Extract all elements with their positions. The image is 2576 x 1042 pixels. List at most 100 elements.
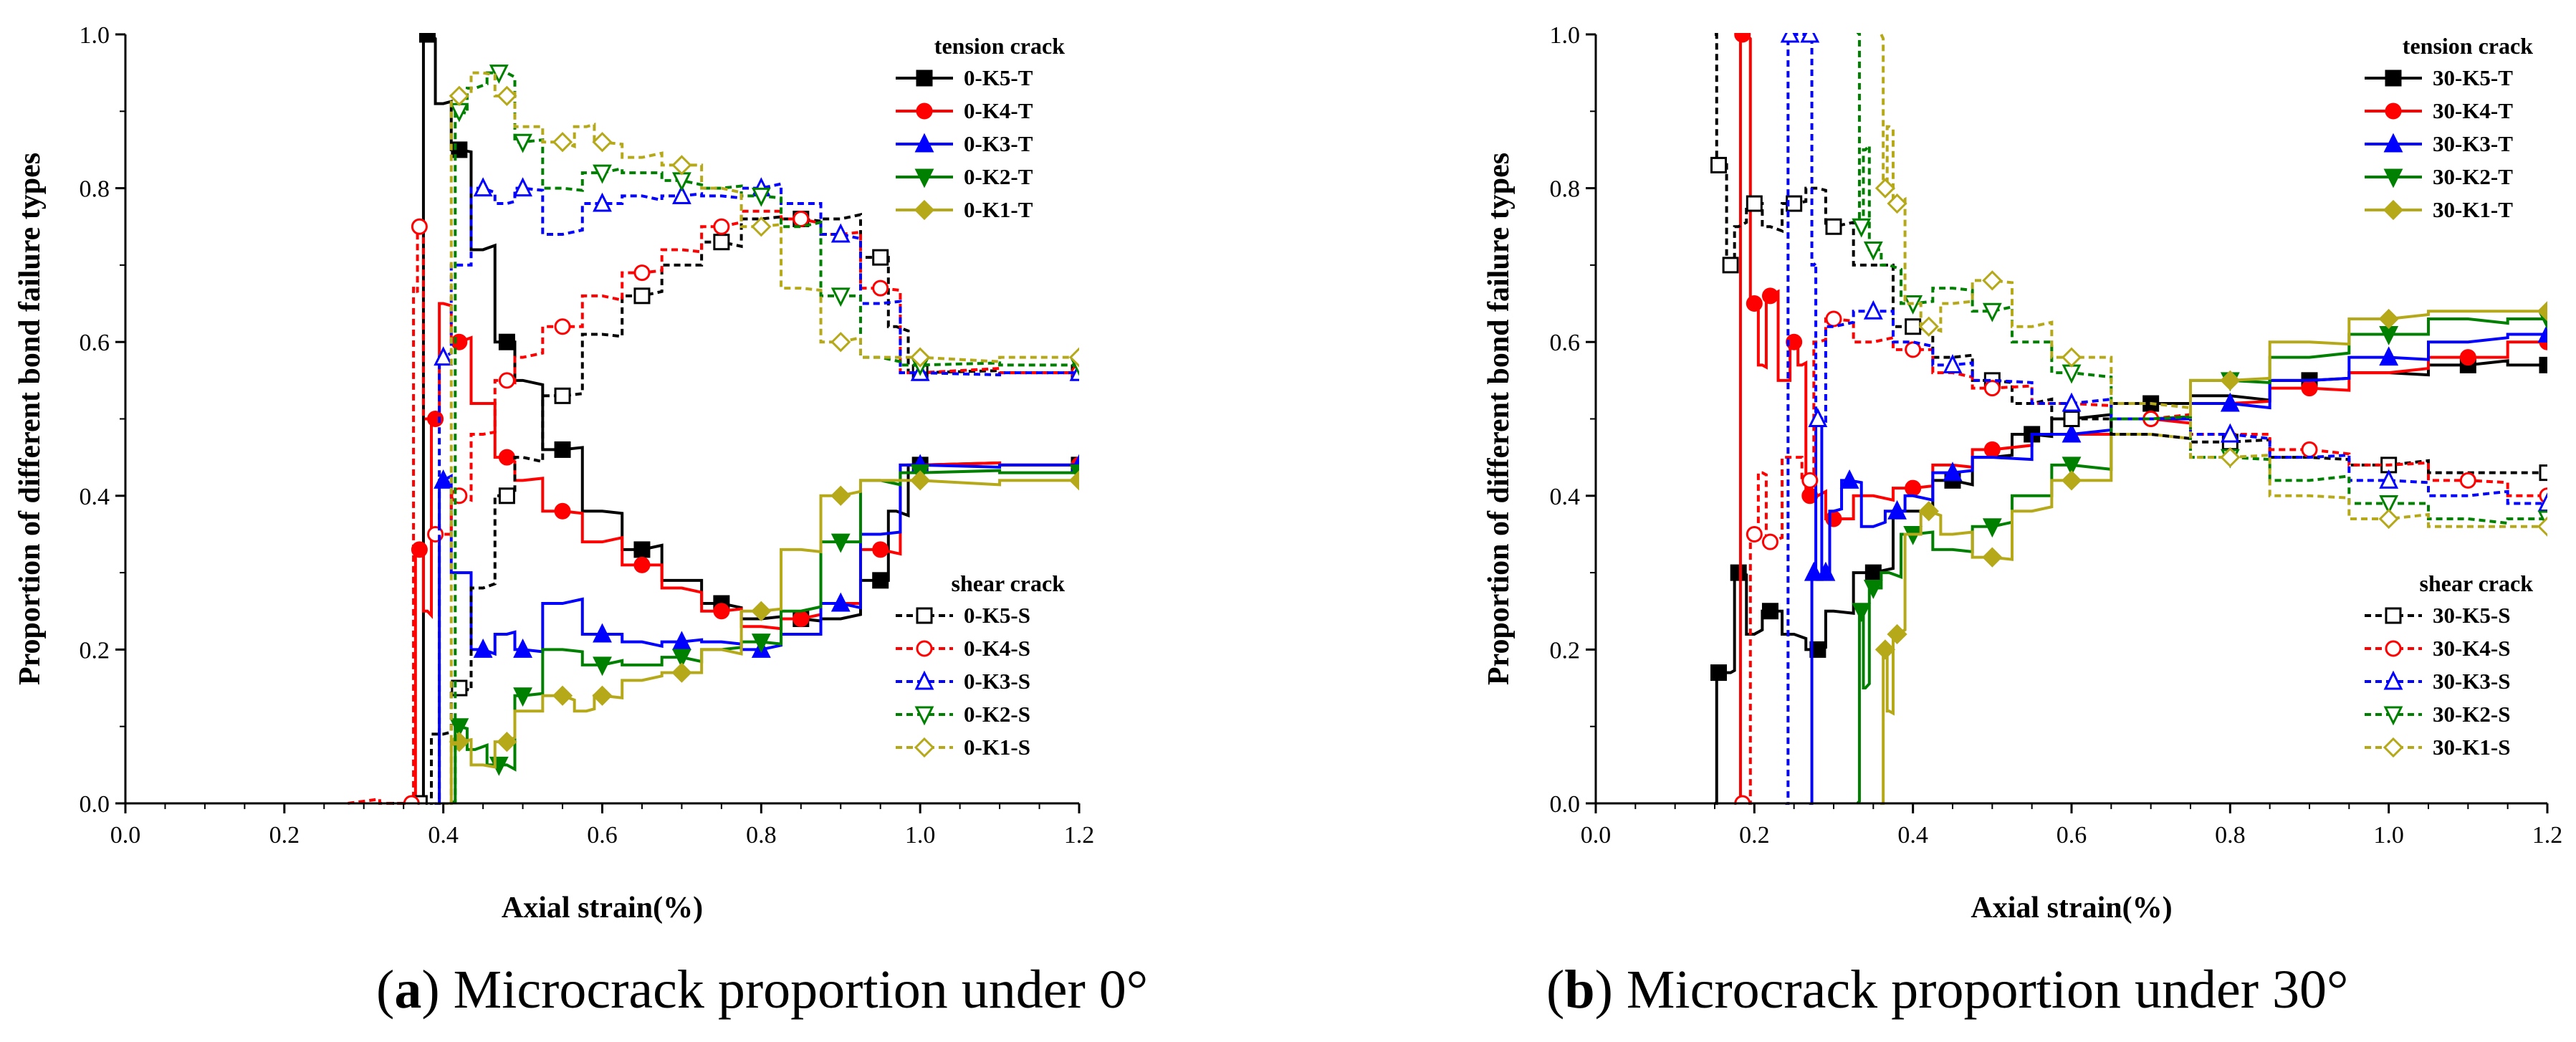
data-point-30-K2-S [1863, 241, 1883, 261]
data-point-0-K3-T [473, 639, 493, 658]
data-point-30-K4-S [2301, 441, 2318, 458]
legend-marker-0-K5-T [916, 70, 933, 87]
data-point-30-K4-T [2459, 349, 2476, 366]
series-0-K2-T [449, 464, 1079, 805]
data-point-30-K3-S [1800, 33, 1820, 43]
series-30-K1-T [1874, 301, 2547, 805]
data-point-30-K1-S [2220, 447, 2241, 468]
data-point-0-K1-S [830, 332, 851, 353]
data-point-30-K3-S [2379, 469, 2399, 489]
data-point-30-K1-T [1887, 623, 1907, 645]
data-point-30-K3-T [1816, 561, 1836, 581]
legend-label-30-K4-S: 30-K4-S [2433, 636, 2511, 661]
y-tick-label: 0.0 [80, 791, 110, 818]
y-tick-label: 0.2 [1550, 637, 1581, 664]
data-point-30-K4-S [1746, 525, 1763, 542]
legend-label-0-K5-T: 0-K5-T [964, 65, 1033, 90]
data-point-30-K5-S [1710, 156, 1728, 173]
data-point-0-K4-S [498, 372, 515, 389]
data-point-30-K3-T [2220, 392, 2240, 412]
legend-label-0-K2-T: 0-K2-T [964, 164, 1033, 189]
series-0-K5-T [418, 33, 1079, 805]
data-point-30-K4-T [2301, 380, 2318, 397]
data-point-0-K4-S [793, 211, 810, 228]
data-point-30-K1-S [2537, 516, 2547, 537]
data-point-30-K5-S [1722, 257, 1739, 274]
data-point-30-K5-S [1905, 318, 1922, 335]
data-point-30-K5-T [1864, 564, 1882, 581]
data-point-0-K4-S [872, 279, 889, 297]
data-point-30-K2-T [1852, 603, 1872, 623]
data-point-30-K1-T [2537, 301, 2547, 322]
data-point-0-K2-T [513, 687, 533, 707]
data-point-0-K1-S [592, 132, 613, 153]
data-point-30-K3-T [1943, 462, 1963, 482]
x-tick-label: 0.4 [428, 822, 459, 849]
y-tick-label: 0.6 [1550, 330, 1581, 356]
data-point-30-K3-S [1943, 354, 1963, 373]
legend-marker-30-K3-S [2383, 670, 2403, 690]
data-point-0-K1-S [910, 347, 931, 368]
legend-marker-0-K2-S [914, 706, 934, 726]
y-tick-label: 0.6 [80, 330, 110, 356]
x-axis-label: Axial strain(%) [1971, 892, 2172, 924]
y-tick-label: 0.8 [80, 176, 110, 203]
x-tick-label: 0.2 [1739, 822, 1770, 849]
data-point-30-K1-S [1918, 316, 1939, 337]
data-point-0-K2-S [489, 64, 509, 85]
series-line-0-K2-T [450, 469, 1079, 805]
chart-panel-b: 0.0 0.2 0.4 0.6 0.8 1.0 1.2 0.0 0.2 0.4 0.6 0.8 1.0 A… [1483, 22, 2562, 924]
x-tick-label: 1.2 [1064, 822, 1095, 849]
legend-tension: tension crack 30-K5-T 30-K4-T 30-K3-T 30-K2-… [2365, 33, 2533, 222]
legend-label-0-K3-T: 0-K3-T [964, 131, 1033, 156]
x-tick-label: 0.8 [2215, 822, 2246, 849]
x-tick-label: 1.0 [2373, 822, 2404, 849]
series-0-K1-T [442, 470, 1079, 805]
legend-marker-0-K5-S [916, 607, 933, 624]
data-point-0-K1-T [497, 732, 517, 752]
legend-label-30-K3-S: 30-K3-S [2433, 669, 2511, 694]
data-point-30-K2-S [2379, 495, 2399, 515]
data-point-0-K1-S [751, 216, 772, 237]
data-point-30-K3-T [2379, 346, 2399, 366]
y-tick-label: 1.0 [80, 22, 110, 49]
x-tick-label: 1.2 [2532, 822, 2563, 849]
data-point-30-K5-T [1710, 664, 1728, 682]
series-0-K1-S [442, 71, 1079, 805]
legend-marker-30-K5-T [2385, 70, 2402, 87]
legend-marker-30-K4-S [2385, 640, 2402, 657]
data-point-30-K4-T [1734, 33, 1751, 43]
series-line-0-K3-S [434, 182, 1079, 805]
data-point-0-K3-S [671, 184, 691, 204]
data-point-0-K2-T [593, 656, 612, 677]
data-point-0-K1-S [497, 85, 517, 106]
legend-title: shear crack [2420, 570, 2534, 596]
legend-label-0-K4-T: 0-K4-T [964, 98, 1033, 123]
y-axis-label: Proportion of different bond failure typ… [14, 153, 47, 685]
data-point-30-K1-S [1887, 193, 1907, 214]
data-point-30-K1-T [2220, 370, 2241, 391]
data-point-30-K1-T [1874, 639, 1896, 660]
data-point-30-K2-T [1863, 580, 1883, 599]
series-30-K1-S [1874, 34, 2547, 537]
series-line-30-K5-S [1715, 33, 2547, 474]
data-point-30-K5-S [2539, 464, 2547, 482]
data-point-0-K4-T [498, 449, 515, 466]
data-point-0-K5-S [872, 249, 889, 266]
data-point-30-K2-S [2062, 364, 2082, 384]
data-point-0-K5-T [633, 541, 651, 558]
data-point-0-K5-T [498, 333, 515, 350]
legend-label-0-K4-S: 0-K4-S [964, 636, 1030, 661]
y-tick-label: 0.8 [1550, 176, 1581, 203]
data-point-0-K1-T [830, 485, 851, 506]
legend-label-30-K2-S: 30-K2-S [2433, 702, 2511, 727]
data-point-30-K3-T [1839, 469, 1859, 489]
legend-label-0-K1-T: 0-K1-T [964, 197, 1033, 222]
data-point-0-K4-S [411, 218, 428, 235]
data-point-30-K3-S [2220, 423, 2240, 443]
data-point-30-K5-T [1761, 603, 1778, 620]
x-tick-label: 0.2 [269, 822, 300, 849]
data-point-0-K4-T [554, 502, 571, 520]
series-30-K2-T [1852, 310, 2547, 805]
